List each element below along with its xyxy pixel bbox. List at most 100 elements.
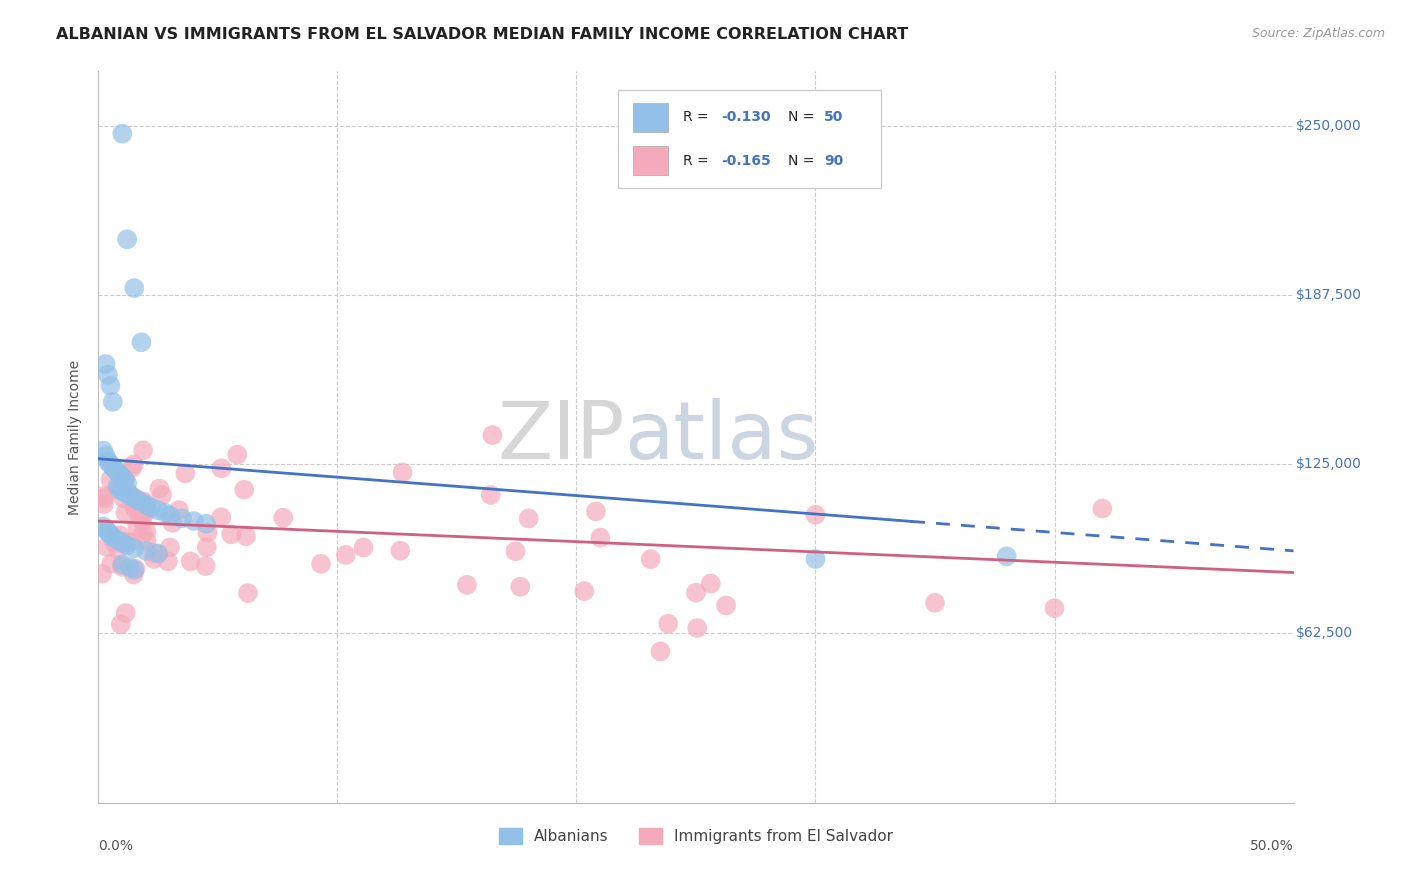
Point: [195, 525, 218, 540]
Point: [148, 482, 170, 496]
Point: [139, 500, 162, 515]
Point: [120, 489, 142, 503]
Point: [114, 506, 136, 520]
Point: [125, 492, 148, 507]
Point: [236, 586, 259, 600]
Point: [142, 552, 165, 566]
Point: [107, 479, 129, 493]
Point: [995, 549, 1018, 564]
Text: 50: 50: [824, 111, 844, 124]
Point: [131, 495, 153, 509]
Point: [804, 552, 827, 566]
Point: [335, 548, 357, 562]
Point: [352, 541, 374, 555]
Point: [111, 484, 134, 499]
Point: [131, 335, 153, 350]
Text: 90: 90: [824, 153, 844, 168]
Point: [219, 527, 242, 541]
Point: [98, 527, 122, 541]
Point: [509, 580, 531, 594]
Point: [585, 504, 607, 518]
Point: [148, 547, 170, 561]
Text: N =: N =: [787, 111, 818, 124]
Point: [93, 497, 115, 511]
Point: [124, 498, 146, 512]
Point: [174, 467, 197, 481]
Text: Source: ZipAtlas.com: Source: ZipAtlas.com: [1251, 27, 1385, 40]
Point: [657, 616, 679, 631]
Point: [107, 533, 129, 547]
Point: [97, 524, 120, 539]
Point: [128, 508, 150, 522]
Point: [159, 508, 181, 523]
Point: [159, 541, 181, 555]
Point: [96, 540, 118, 554]
Point: [98, 457, 122, 471]
Point: [505, 544, 527, 558]
Point: [481, 428, 503, 442]
Point: [183, 514, 205, 528]
Text: $250,000: $250,000: [1296, 119, 1361, 133]
Point: [124, 497, 146, 511]
Point: [115, 476, 138, 491]
Bar: [633, 146, 668, 176]
Point: [924, 596, 946, 610]
Point: [101, 395, 124, 409]
Text: -0.165: -0.165: [721, 153, 770, 168]
Point: [134, 502, 156, 516]
Point: [100, 472, 122, 486]
Point: [804, 508, 827, 522]
Point: [132, 494, 155, 508]
Point: [112, 475, 135, 490]
Point: [120, 535, 142, 549]
Point: [194, 559, 217, 574]
Text: 50.0%: 50.0%: [1250, 839, 1294, 854]
Text: -0.130: -0.130: [721, 111, 770, 124]
Text: $62,500: $62,500: [1296, 626, 1353, 640]
Text: ZIP: ZIP: [496, 398, 624, 476]
Point: [101, 459, 124, 474]
Point: [103, 535, 125, 549]
Point: [124, 562, 146, 576]
Point: [111, 535, 134, 549]
Point: [94, 449, 117, 463]
Point: [132, 526, 155, 541]
Point: [112, 491, 135, 506]
Text: 0.0%: 0.0%: [98, 839, 134, 854]
Point: [271, 510, 294, 524]
Point: [650, 644, 672, 658]
Text: $187,500: $187,500: [1296, 288, 1362, 301]
Point: [100, 557, 122, 571]
Text: R =: R =: [683, 111, 713, 124]
Point: [135, 498, 157, 512]
Point: [111, 558, 134, 572]
Text: $125,000: $125,000: [1296, 458, 1362, 471]
Text: atlas: atlas: [624, 398, 818, 476]
Point: [110, 617, 132, 632]
Point: [226, 448, 249, 462]
Point: [640, 552, 662, 566]
Point: [91, 443, 114, 458]
Point: [195, 516, 218, 531]
Point: [686, 621, 709, 635]
FancyBboxPatch shape: [619, 90, 882, 188]
Legend: Albanians, Immigrants from El Salvador: Albanians, Immigrants from El Salvador: [492, 822, 900, 850]
Point: [700, 576, 723, 591]
Point: [98, 378, 122, 392]
Point: [162, 516, 184, 530]
Point: [111, 471, 134, 485]
Point: [91, 519, 114, 533]
Point: [517, 511, 540, 525]
Point: [115, 232, 138, 246]
Point: [479, 488, 502, 502]
Point: [209, 510, 232, 524]
Point: [132, 443, 155, 458]
Point: [131, 508, 153, 523]
Point: [122, 458, 145, 472]
Point: [114, 471, 136, 485]
Point: [574, 584, 596, 599]
Point: [101, 530, 124, 544]
Text: N =: N =: [787, 153, 818, 168]
Point: [114, 474, 136, 488]
Point: [111, 127, 134, 141]
